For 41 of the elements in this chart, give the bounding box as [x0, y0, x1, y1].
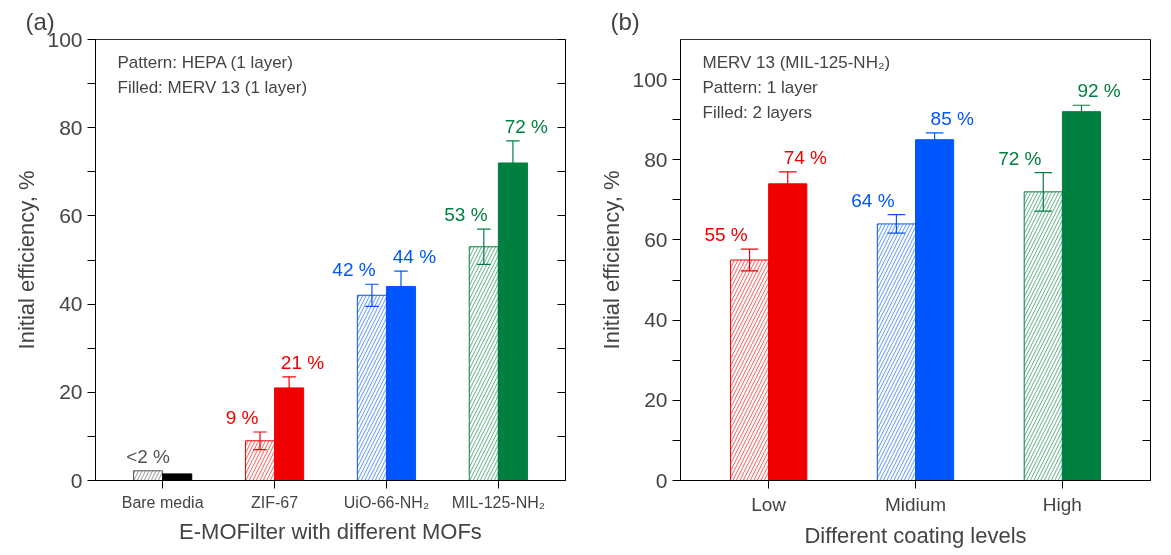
data-label: 92 %: [1077, 80, 1121, 102]
x-axis-title: E-MOFilter with different MOFs: [179, 518, 482, 544]
chart-title: (b): [610, 7, 640, 35]
data-label: 44 %: [392, 246, 437, 268]
x-tick-label: Midium: [884, 493, 947, 515]
data-label: 9 %: [225, 406, 259, 428]
y-tick-label: 40: [644, 308, 668, 332]
x-tick-label: MIL-125-NH₂: [451, 493, 546, 511]
x-tick-label: Low: [751, 493, 787, 515]
y-tick-label: 0: [70, 468, 83, 492]
x-axis-title: Different coating levels: [804, 522, 1027, 548]
y-axis-title: Initial efficiency, %: [599, 170, 625, 350]
annotation: Filled: MERV 13 (1 layer): [117, 77, 308, 97]
data-label: 55 %: [704, 224, 748, 246]
annotation: Pattern: HEPA (1 layer): [117, 52, 293, 72]
y-tick-label: 60: [644, 227, 668, 251]
y-tick-label: 60: [59, 203, 83, 227]
data-label: 85 %: [930, 107, 974, 129]
data-label: 72 %: [998, 147, 1042, 169]
y-tick-label: 0: [655, 468, 668, 492]
y-tick-label: 40: [59, 292, 83, 316]
x-tick-label: ZIF-67: [250, 493, 299, 511]
data-label: 72 %: [504, 115, 549, 137]
annotation: MERV 13 (MIL-125-NH₂): [702, 52, 891, 72]
y-tick-label: 80: [59, 115, 83, 139]
data-label: 64 %: [851, 189, 895, 211]
y-tick-label: 100: [632, 67, 668, 91]
data-label: 74 %: [783, 146, 828, 168]
data-label: <2 %: [126, 445, 171, 467]
x-tick-label: UiO-66-NH₂: [343, 493, 430, 511]
data-label: 53 %: [444, 204, 488, 226]
y-tick-label: 20: [59, 380, 83, 404]
x-tick-label: High: [1042, 493, 1082, 515]
annotation: Pattern: 1 layer: [702, 77, 819, 97]
x-tick-label: Bare media: [121, 493, 204, 511]
data-label: 21 %: [280, 351, 325, 373]
y-tick-label: 80: [644, 147, 668, 171]
y-tick-label: 20: [644, 388, 668, 412]
annotation: Filled: 2 layers: [702, 102, 813, 122]
data-label: 42 %: [332, 259, 376, 281]
y-axis-title: Initial efficiency, %: [14, 170, 40, 350]
